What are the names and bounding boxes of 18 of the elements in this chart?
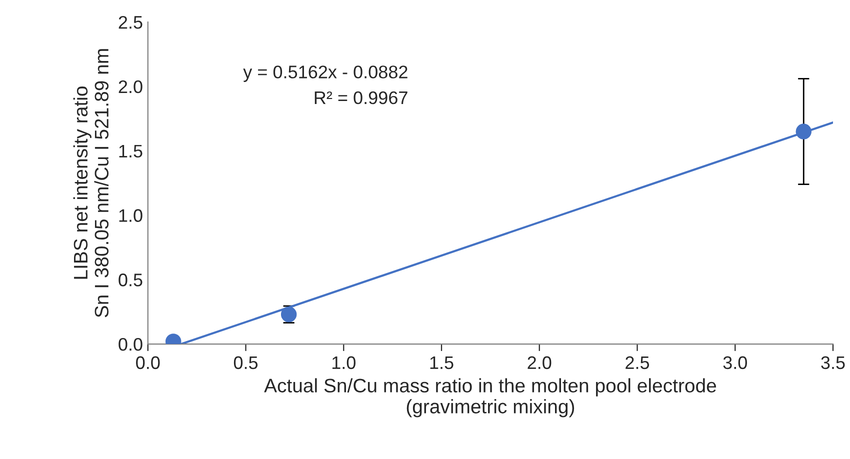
y-tick-label: 0.5 [118, 274, 142, 286]
x-tick-label: 3.5 [821, 356, 845, 370]
x-tick-label: 2.0 [528, 356, 552, 370]
x-tick-label: 1.0 [332, 356, 356, 370]
y-tick-label: 0.0 [118, 338, 142, 351]
x-tick-label: 0.0 [136, 356, 160, 370]
y-tick-label: 2.5 [118, 16, 142, 29]
y-axis-title: LIBS net intensity ratio Sn I 380.05 nm/Cu I 521.89 nm [73, 49, 109, 318]
x-tick-label: 1.5 [430, 356, 454, 370]
y-tick-label: 1.0 [119, 209, 142, 222]
annotation: y = 0.5162x - 0.0882 [243, 66, 408, 82]
y-tick-label: 1.5 [119, 144, 142, 158]
annotation: R² = 0.9967 [314, 91, 408, 104]
x-axis-title: Actual Sn/Cu mass ratio in the molten pool electrode (gravimetric mixing) [264, 378, 716, 418]
y-tick-label: 2.0 [118, 80, 142, 94]
x-tick-label: 0.5 [234, 356, 258, 370]
x-tick-label: 2.5 [626, 356, 650, 370]
x-tick-label: 3.0 [723, 356, 747, 370]
